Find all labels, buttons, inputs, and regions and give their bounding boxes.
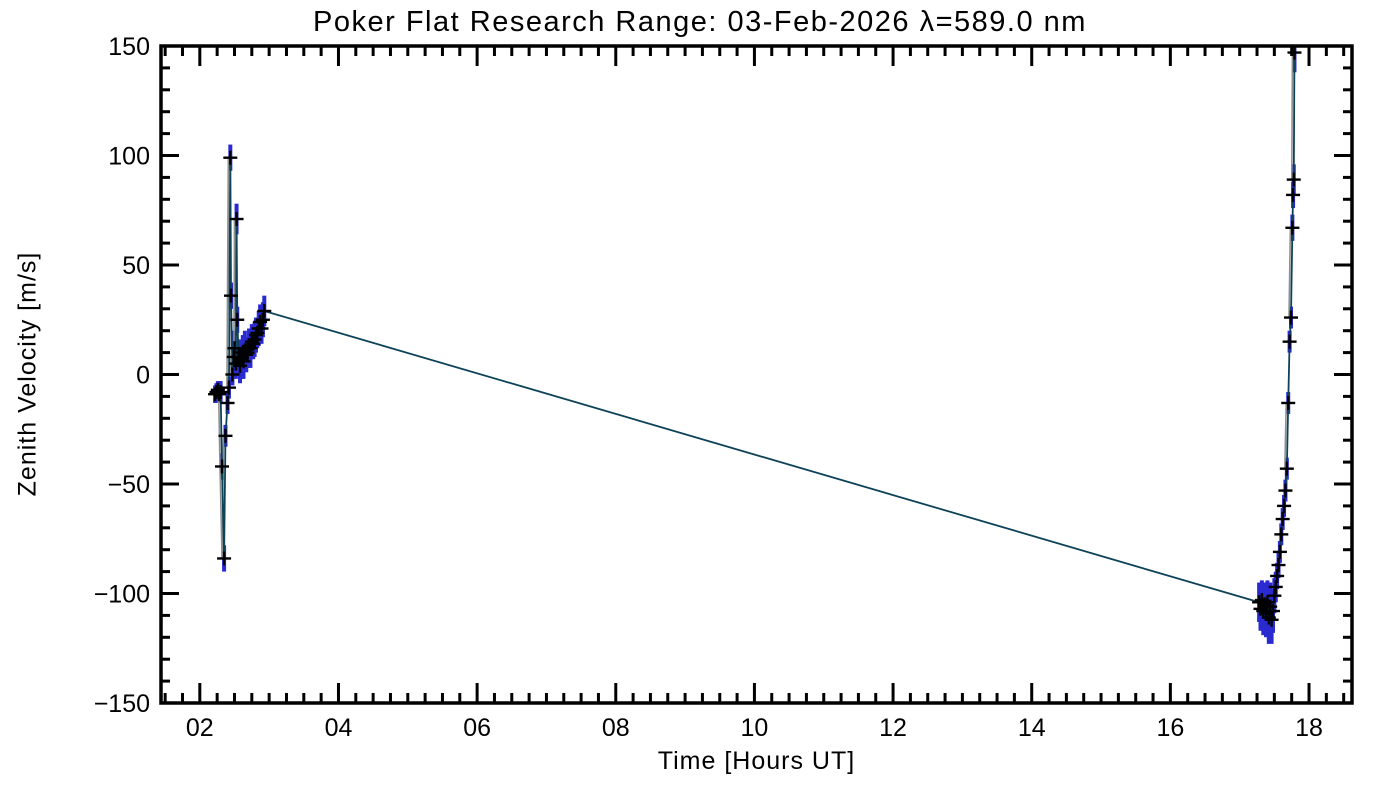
ghost-segment xyxy=(1284,402,1288,469)
x-tick-label: 10 xyxy=(741,714,769,742)
y-tick-label: −50 xyxy=(108,471,150,499)
x-axis-label: Time [Hours UT] xyxy=(657,747,856,775)
ghost-segment xyxy=(1290,52,1294,180)
ghost-segment xyxy=(233,219,237,320)
x-tick-label: 18 xyxy=(1295,714,1323,742)
ghost-segment xyxy=(217,392,221,467)
y-tick-label: 50 xyxy=(122,252,150,280)
x-tick-label: 12 xyxy=(879,714,907,742)
x-tick-label: 08 xyxy=(602,714,630,742)
x-tick-label: 14 xyxy=(1018,714,1046,742)
x-tick-label: 04 xyxy=(325,714,353,742)
y-tick-label: 150 xyxy=(108,33,150,61)
y-tick-label: −150 xyxy=(94,690,150,718)
ghost-segment xyxy=(1288,227,1292,318)
velocity-line xyxy=(214,46,1296,620)
data-layer xyxy=(208,46,1302,644)
plot-frame xyxy=(159,44,1354,705)
y-tick-label: 0 xyxy=(136,362,150,390)
x-tick-label: 16 xyxy=(1156,714,1184,742)
x-tick-label: 02 xyxy=(186,714,214,742)
y-tick-label: 100 xyxy=(108,143,150,171)
chart-title: Poker Flat Research Range: 03-Feb-2026 λ… xyxy=(313,6,1087,38)
axis-ticks xyxy=(161,44,1352,705)
x-tick-label: 06 xyxy=(463,714,491,742)
y-tick-label: −100 xyxy=(94,581,150,609)
